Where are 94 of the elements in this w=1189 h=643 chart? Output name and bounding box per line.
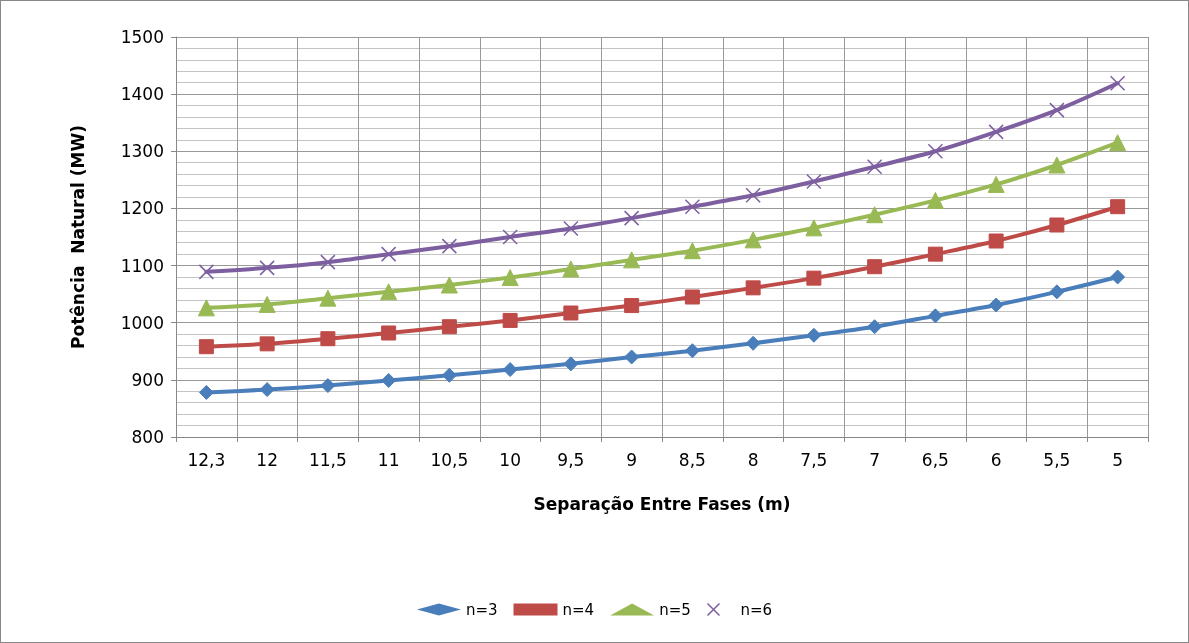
x-tick-label: 7	[869, 449, 881, 470]
point	[320, 331, 336, 347]
point	[563, 305, 579, 321]
point	[623, 210, 640, 226]
point	[866, 158, 883, 175]
point	[563, 220, 579, 237]
y-tick-label: 800	[131, 427, 164, 447]
point	[624, 298, 640, 314]
point	[440, 276, 458, 294]
point	[927, 143, 944, 160]
point	[744, 231, 762, 249]
point	[563, 356, 579, 372]
point	[927, 246, 943, 262]
point	[988, 297, 1004, 313]
point	[745, 187, 761, 204]
y-tick-label: 1300	[120, 141, 164, 162]
point	[320, 254, 336, 270]
point	[198, 264, 215, 280]
x-tick-label: 10	[499, 449, 521, 470]
point	[1049, 217, 1065, 233]
point	[381, 372, 397, 388]
point	[684, 198, 701, 215]
point	[197, 299, 215, 317]
legend-label: n=4	[562, 600, 595, 619]
point	[501, 269, 519, 287]
x-tick-label: 9	[626, 449, 638, 470]
point	[380, 283, 398, 301]
point	[745, 280, 761, 296]
y-tick-label: 1200	[120, 198, 164, 219]
point	[806, 270, 822, 286]
point	[320, 378, 336, 394]
y-tick-label: 1400	[120, 84, 164, 105]
x-tick-label: 5,5	[1043, 449, 1071, 470]
x-tick-label: 5	[1112, 449, 1124, 470]
point	[1048, 156, 1066, 174]
point	[1049, 284, 1065, 300]
point	[623, 251, 641, 269]
x-tick-label: 12,3	[187, 449, 226, 470]
point	[319, 289, 337, 307]
point	[562, 260, 580, 278]
point	[198, 339, 214, 355]
x-tick-label: 9,5	[557, 449, 585, 470]
x-tick-label: 12	[256, 449, 278, 470]
point	[1110, 269, 1126, 285]
point	[988, 233, 1004, 249]
point	[259, 382, 275, 398]
point	[259, 260, 275, 276]
point	[441, 319, 457, 335]
x-tick-label: 8	[747, 449, 759, 470]
point	[198, 384, 214, 400]
point	[927, 308, 943, 324]
legend-label: n=5	[659, 600, 691, 619]
x-tick-label: 7,5	[800, 449, 828, 470]
x-tick-label: 10,5	[430, 449, 469, 470]
point	[806, 327, 822, 343]
point	[502, 229, 518, 245]
x-tick-label: 8,5	[678, 449, 706, 470]
point	[745, 335, 761, 351]
y-tick-label: 1500	[120, 27, 164, 47]
point	[441, 238, 458, 254]
point	[926, 191, 944, 209]
point	[806, 173, 822, 190]
point	[1110, 199, 1126, 215]
point	[1109, 75, 1126, 92]
point	[867, 259, 883, 275]
x-axis-title: Separação Entre Fases (m)	[533, 493, 791, 514]
point	[867, 319, 883, 335]
point	[502, 362, 518, 378]
point	[866, 206, 884, 224]
point	[1049, 102, 1065, 118]
x-tick-label: 11,5	[308, 449, 347, 470]
point	[259, 336, 275, 352]
point	[988, 124, 1004, 140]
legend-label: n=6	[740, 600, 773, 619]
point	[502, 312, 518, 328]
x-tick-label: 6	[990, 449, 1002, 470]
point	[1109, 134, 1127, 152]
x-tick-label: 11	[377, 449, 400, 470]
point	[805, 219, 823, 237]
y-axis-title: Potência Natural (MW)	[67, 125, 88, 349]
point	[624, 349, 640, 365]
y-tick-label: 1000	[120, 312, 164, 333]
point	[683, 242, 701, 260]
point	[380, 246, 397, 262]
point	[987, 175, 1005, 193]
point	[258, 295, 276, 313]
point	[381, 325, 397, 341]
y-tick-label: 1100	[120, 255, 164, 276]
y-tick-label: 900	[131, 369, 164, 390]
point	[684, 289, 700, 305]
point	[441, 367, 457, 383]
legend-label: n=3	[465, 600, 498, 619]
point	[684, 343, 700, 359]
x-tick-label: 6,5	[921, 449, 949, 470]
